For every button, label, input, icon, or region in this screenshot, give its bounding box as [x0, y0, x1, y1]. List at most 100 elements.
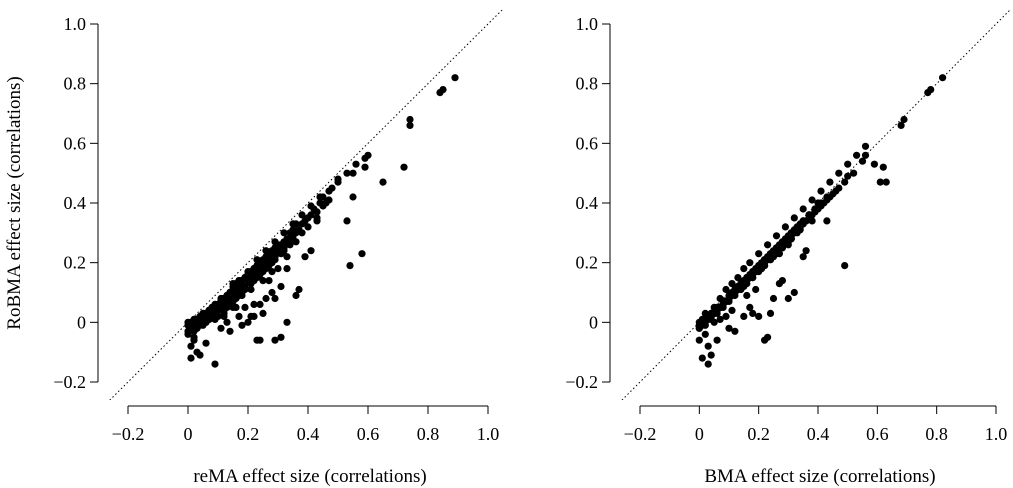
left-data-point: [295, 285, 303, 294]
right-x-tick-label: 0.4: [807, 424, 830, 444]
left-data-point: [400, 163, 408, 171]
right-data-point: [787, 229, 795, 237]
left-data-point: [283, 318, 291, 326]
left-data-point: [229, 280, 237, 288]
left-data-point: [283, 235, 291, 243]
left-data-point: [226, 288, 234, 297]
right-data-point: [710, 318, 718, 326]
left-data-point: [349, 169, 357, 177]
right-data-point: [879, 163, 887, 171]
left-data-point: [187, 354, 195, 362]
right-data-point: [734, 274, 742, 282]
left-data-point: [262, 247, 270, 255]
left-x-tick-label: 1.0: [477, 424, 500, 444]
left-data-point: [214, 303, 222, 311]
right-x-tick-label: 0.6: [866, 424, 889, 444]
right-data-point: [728, 280, 736, 288]
right-data-point: [823, 193, 831, 201]
left-data-point: [283, 253, 291, 261]
left-data-point: [292, 291, 300, 300]
right-axes: −0.2 0 0.2 0.4 0.6 0.8 1.0 −0.2 0 0.2 0.4 0.6 0.8 1.0: [565, 14, 1007, 444]
left-data-point: [211, 360, 219, 368]
left-data-point: [280, 229, 288, 237]
left-data-point: [262, 294, 270, 303]
right-data-point: [841, 178, 849, 186]
left-data-point: [202, 318, 210, 326]
right-data-point: [808, 217, 816, 225]
left-data-point: [187, 342, 195, 350]
left-data-point: [259, 309, 267, 317]
left-data-point: [268, 288, 276, 297]
right-data-point: [939, 74, 947, 82]
left-data-point: [451, 74, 459, 82]
left-data-point: [316, 193, 324, 201]
right-data-point: [805, 211, 813, 219]
right-y-tick-label: 0.4: [576, 193, 599, 213]
left-data-point: [286, 241, 294, 249]
right-data-point: [769, 294, 778, 303]
right-data-point: [698, 354, 706, 362]
right-data-point: [764, 253, 772, 261]
right-x-tick-label: 0: [695, 424, 704, 444]
right-y-tick-label: 0.8: [576, 74, 599, 94]
right-x-axis-title: BMA effect size (correlations): [704, 466, 935, 487]
left-data-point: [265, 277, 273, 285]
right-data-point: [853, 151, 861, 159]
right-data-point: [755, 250, 763, 258]
left-data-point: [406, 121, 414, 129]
right-data-point: [897, 121, 905, 129]
left-data-point: [334, 175, 342, 183]
right-data-point: [701, 330, 709, 338]
right-data-point: [924, 89, 932, 97]
right-data-point: [701, 315, 709, 323]
right-data-point: [861, 142, 870, 150]
right-data-point: [817, 199, 825, 207]
left-x-tick-label: 0.6: [357, 424, 380, 444]
left-identity-line: [109, 10, 503, 400]
right-data-point: [817, 187, 825, 195]
right-data-point: [790, 214, 798, 222]
right-data-point: [861, 151, 870, 159]
left-data-point: [361, 154, 369, 162]
left-data-point: [406, 115, 414, 124]
left-x-tick-label: −0.2: [112, 424, 145, 444]
right-data-point: [746, 303, 754, 311]
right-data-point: [775, 241, 784, 249]
right-y-tick-label: −0.2: [565, 372, 598, 392]
left-data-point: [259, 277, 267, 285]
left-y-tick-label: 0.4: [64, 193, 87, 213]
right-data-point: [870, 160, 879, 168]
right-y-tick-label: 0.6: [576, 133, 599, 153]
right-data-point: [799, 217, 807, 225]
right-data-point: [775, 250, 784, 258]
left-data-point: [238, 321, 246, 329]
left-data-point: [247, 285, 255, 294]
left-data-point: [217, 294, 225, 303]
right-data-point: [761, 336, 769, 344]
left-data-point: [235, 277, 243, 285]
right-data-point: [772, 232, 781, 240]
right-data-point: [722, 312, 730, 320]
right-data-point: [793, 223, 801, 231]
left-data-point: [193, 321, 201, 329]
left-y-tick-label: 0: [77, 312, 86, 332]
left-data-point: [223, 318, 231, 326]
left-data-point: [436, 89, 444, 97]
right-data-point: [755, 312, 763, 320]
right-data-point: [769, 247, 778, 255]
right-data-point: [784, 294, 792, 303]
right-x-tick-label: −0.2: [624, 424, 657, 444]
right-data-point: [707, 309, 715, 317]
left-data-point: [253, 256, 261, 264]
right-data-point: [749, 309, 757, 317]
left-data-point: [346, 262, 354, 270]
left-data-point: [253, 336, 261, 344]
right-data-point: [900, 115, 908, 124]
left-data-point: [322, 199, 330, 207]
left-data-point: [220, 309, 228, 317]
left-data-point: [277, 333, 285, 341]
left-data-point: [268, 268, 276, 276]
right-data-point: [858, 157, 867, 165]
right-data-point: [835, 169, 843, 177]
